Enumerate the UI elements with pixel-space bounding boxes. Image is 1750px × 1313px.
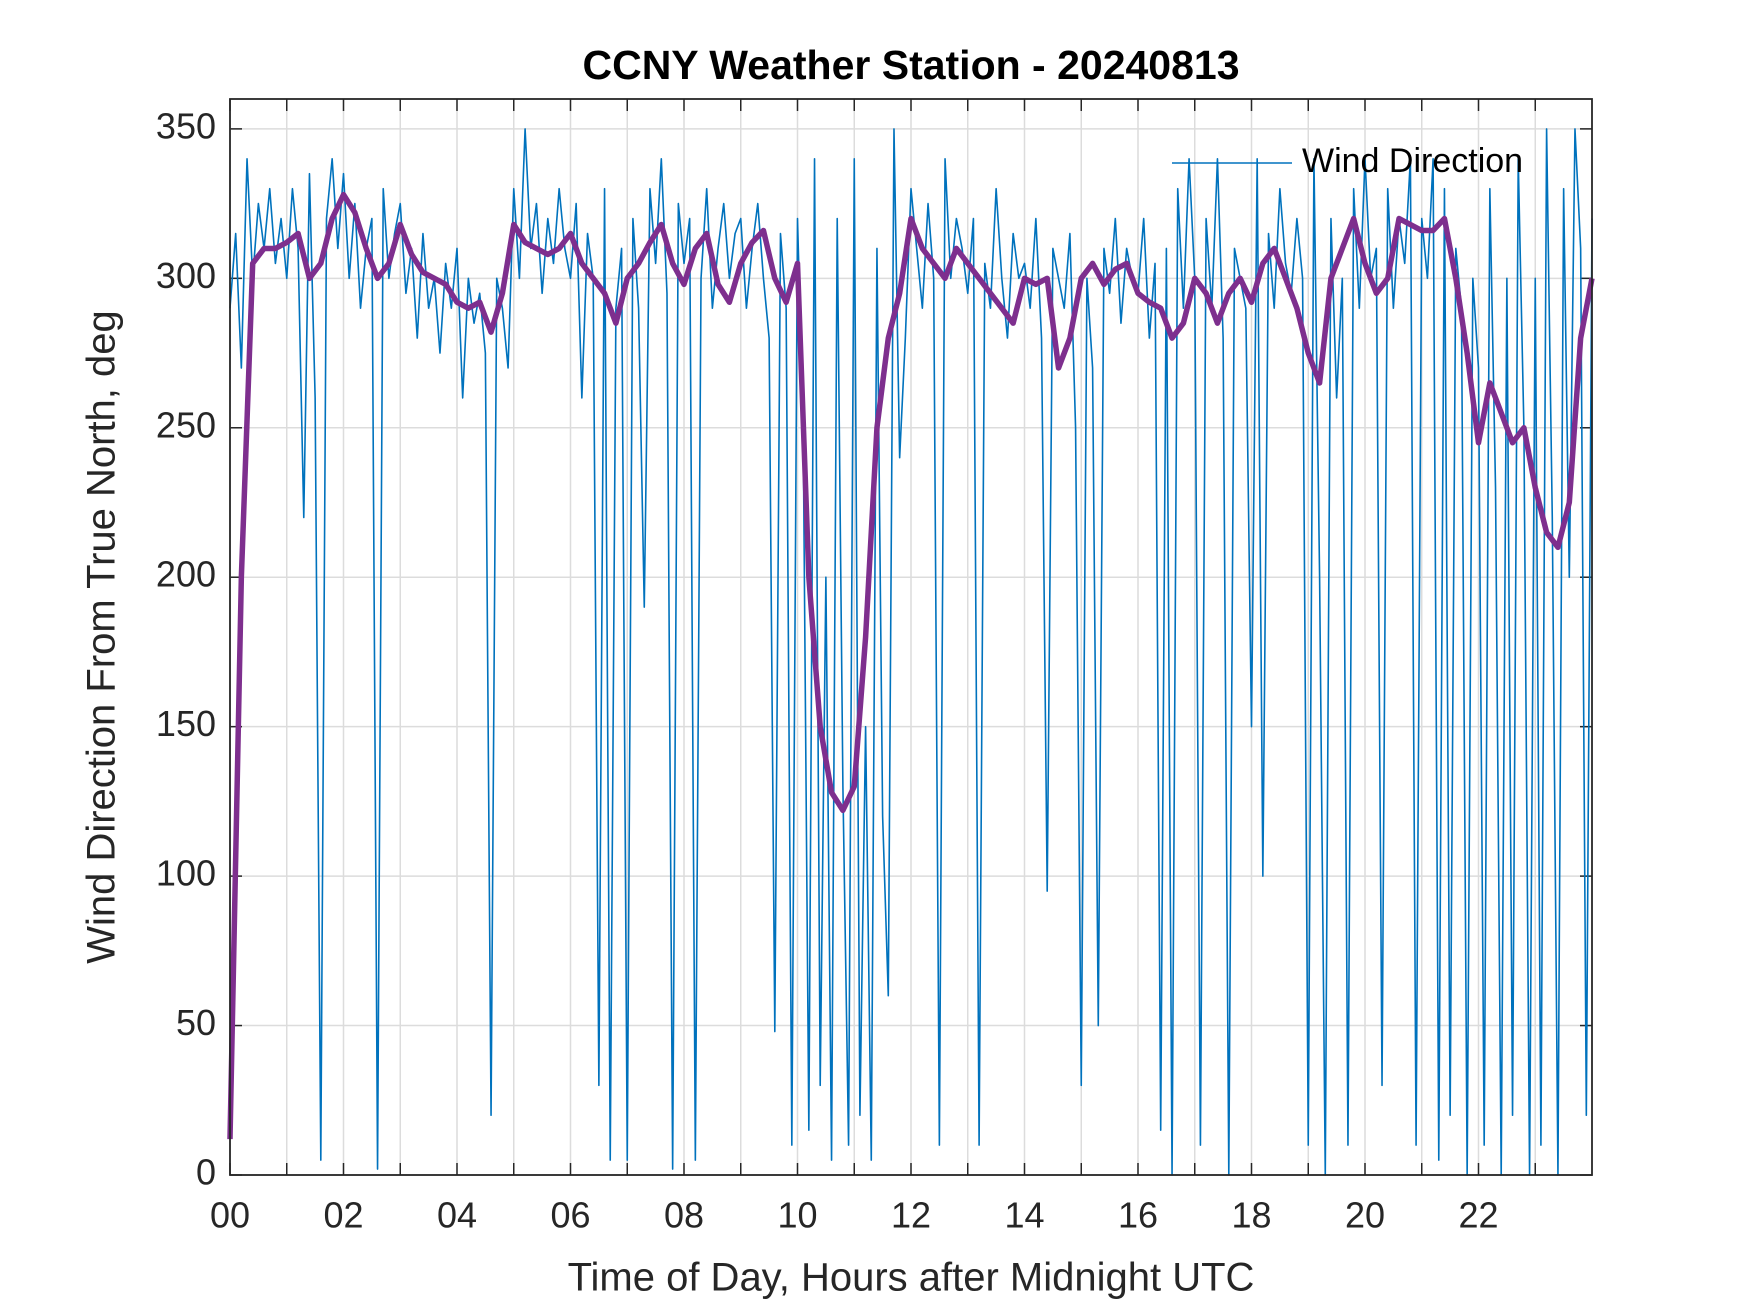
data-line: [229, 128, 1593, 1176]
y-tick-label: 250: [156, 404, 216, 445]
x-tick-label: 06: [550, 1195, 590, 1236]
x-tick-label: 02: [323, 1195, 363, 1236]
data-line: [227, 191, 1595, 1140]
y-axis-label: Wind Direction From True North, deg: [80, 310, 124, 964]
chart-title: CCNY Weather Station - 20240813: [582, 42, 1239, 88]
x-tick-label: 10: [777, 1195, 817, 1236]
x-tick-label: 00: [210, 1195, 250, 1236]
x-tick-label: 08: [664, 1195, 704, 1236]
y-tick-label: 300: [156, 255, 216, 296]
axes-box: [229, 98, 1593, 1176]
x-tick-label: 16: [1118, 1195, 1158, 1236]
y-tick-label: 200: [156, 554, 216, 595]
legend-label: Wind Direction: [1302, 142, 1523, 180]
y-tick-label: 50: [176, 1002, 216, 1043]
x-tick-label: 04: [437, 1195, 477, 1236]
x-tick-label: 20: [1345, 1195, 1385, 1236]
x-axis-label: Time of Day, Hours after Midnight UTC: [568, 1256, 1255, 1300]
x-tick-label: 12: [891, 1195, 931, 1236]
y-tick-label: 100: [156, 853, 216, 894]
y-tick-label: 0: [196, 1152, 216, 1193]
x-tick-label: 18: [1231, 1195, 1271, 1236]
x-tick-label: 14: [1004, 1195, 1044, 1236]
x-tick-label: 22: [1458, 1195, 1498, 1236]
y-tick-label: 150: [156, 703, 216, 744]
y-tick-label: 350: [156, 105, 216, 146]
